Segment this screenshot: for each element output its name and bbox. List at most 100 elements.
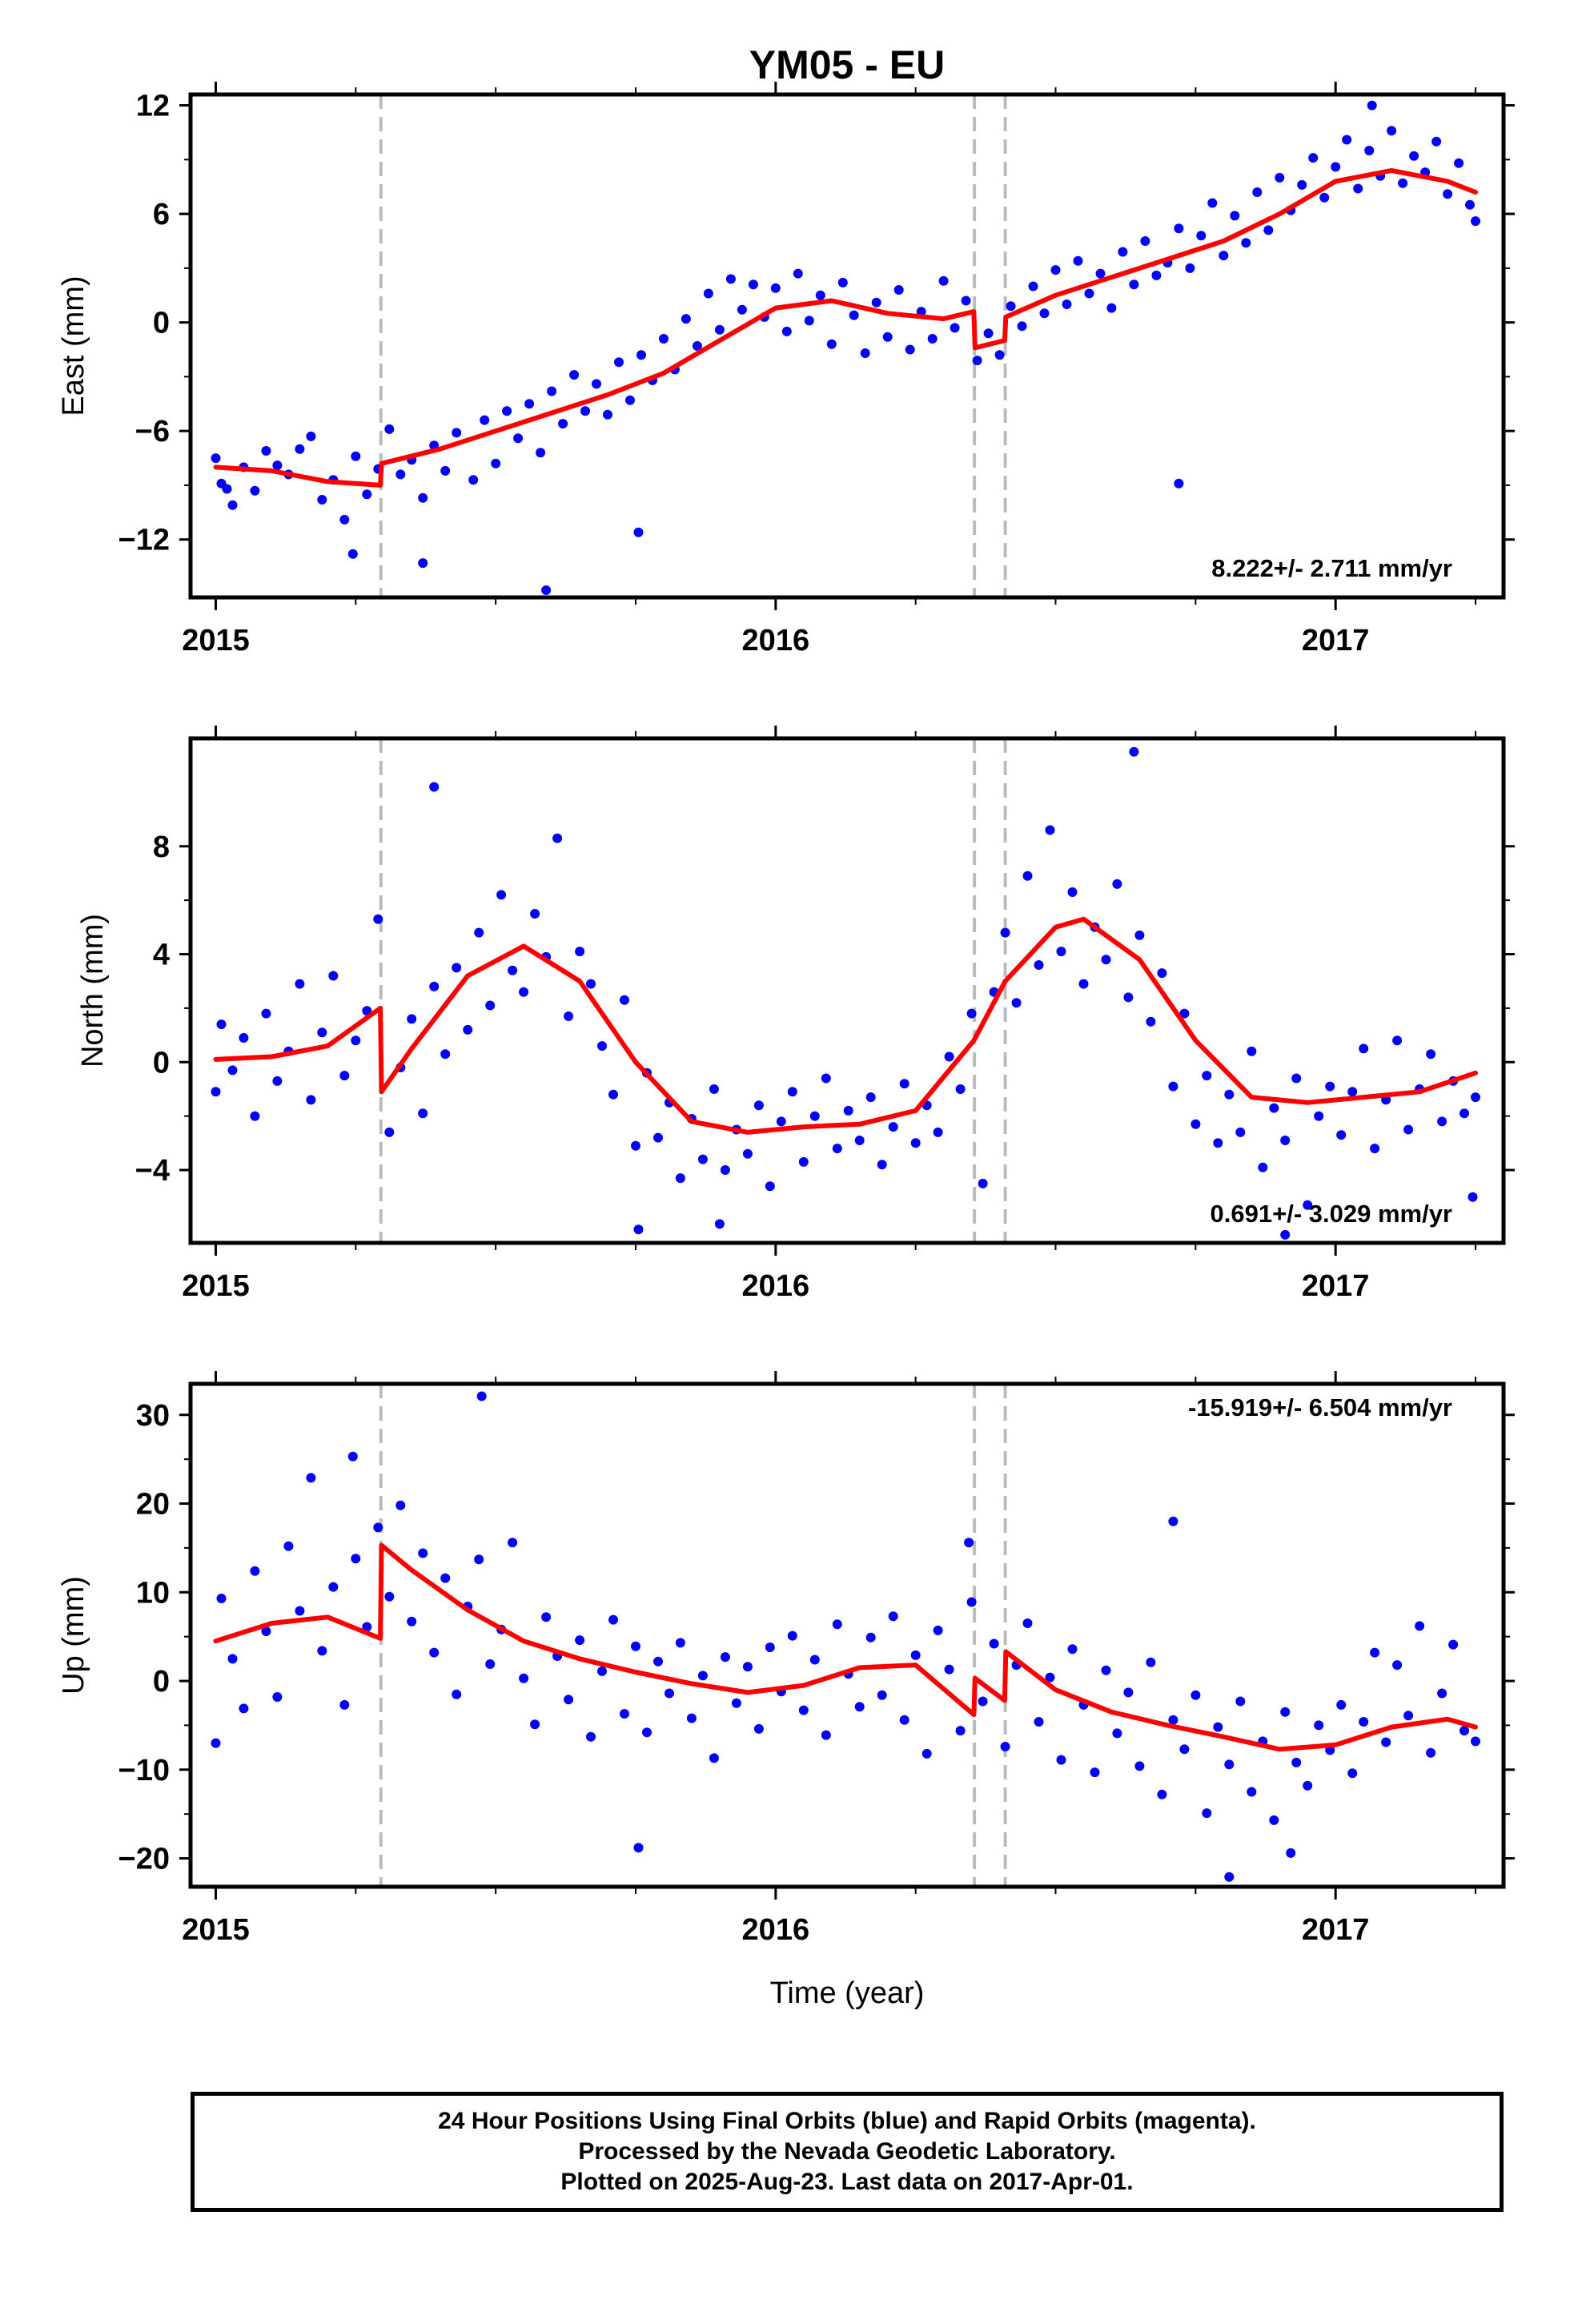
data-point-east-13: [339, 514, 350, 525]
model-line-east: [213, 167, 1478, 488]
data-point-east-5: [250, 485, 260, 496]
data-point-up-80: [1101, 1665, 1111, 1675]
data-point-north-117: [714, 1219, 725, 1229]
data-point-north-80: [1101, 955, 1111, 965]
data-point-east-73: [1017, 321, 1027, 332]
data-point-east-17: [384, 424, 395, 434]
x-tick-label-up-1: 2016: [742, 1913, 810, 1947]
y-axis-label-east: East (mm): [57, 275, 90, 416]
data-point-east-2: [222, 484, 232, 494]
data-point-north-31: [552, 833, 563, 843]
data-point-east-30: [536, 448, 546, 458]
data-point-east-79: [1084, 288, 1094, 299]
x-tick-label-north-0: 2015: [182, 1269, 250, 1303]
data-point-up-76: [1056, 1755, 1066, 1765]
model-line-north: [213, 916, 1478, 1135]
data-point-east-87: [1174, 223, 1184, 234]
data-point-east-47: [725, 274, 736, 284]
data-point-east-35: [592, 379, 601, 389]
data-point-north-104: [1370, 1144, 1380, 1154]
data-point-north-75: [1045, 825, 1055, 835]
panels-group: −12 −6 0 6 12 2015 2016 2017 East (mm) 8.222+/- 2…: [57, 82, 1515, 1947]
data-point-up-99: [1314, 1720, 1324, 1731]
data-point-east-52: [781, 326, 792, 336]
data-point-north-8: [295, 979, 305, 989]
data-point-up-114: [476, 1391, 487, 1401]
data-point-north-62: [899, 1079, 909, 1089]
data-point-up-73: [1022, 1618, 1033, 1628]
data-point-up-6: [272, 1692, 283, 1702]
data-point-east-58: [849, 310, 859, 320]
data-point-north-2: [227, 1065, 238, 1076]
plot-frame-north: [188, 736, 1506, 1245]
data-point-east-44: [692, 341, 702, 351]
data-point-east-65: [927, 334, 938, 344]
data-point-north-25: [485, 1000, 496, 1011]
data-point-east-63: [905, 344, 915, 355]
data-point-east-3: [227, 500, 238, 510]
data-point-up-35: [597, 1666, 607, 1676]
data-point-east-49: [748, 279, 758, 290]
data-point-east-72: [1006, 301, 1016, 312]
data-point-east-24: [468, 475, 479, 485]
data-point-north-22: [452, 963, 462, 973]
data-point-north-49: [753, 1100, 764, 1111]
data-point-east-104: [1364, 146, 1375, 155]
data-point-north-85: [1157, 968, 1167, 979]
data-point-east-120: [1367, 100, 1377, 111]
data-point-up-30: [541, 1612, 552, 1622]
data-point-east-90: [1207, 198, 1218, 208]
data-point-east-61: [882, 332, 893, 342]
data-point-north-5: [261, 1008, 271, 1019]
data-point-north-40: [653, 1132, 663, 1143]
data-point-east-31: [547, 386, 557, 396]
data-point-north-51: [776, 1116, 786, 1127]
data-point-up-39: [642, 1727, 652, 1738]
data-point-north-95: [1269, 1103, 1279, 1113]
data-point-east-0: [211, 453, 221, 464]
data-point-north-52: [787, 1087, 797, 1097]
data-point-up-43: [686, 1713, 697, 1723]
data-point-north-23: [463, 1024, 473, 1035]
x-axis-label: Time (year): [770, 1976, 925, 2010]
data-point-east-82: [1118, 247, 1128, 257]
data-point-east-85: [1151, 270, 1162, 280]
data-point-east-76: [1050, 265, 1061, 275]
data-point-north-100: [1325, 1081, 1335, 1092]
y-tick-label-north-2: 4: [153, 939, 170, 972]
data-point-up-36: [608, 1614, 618, 1625]
data-point-east-57: [837, 277, 848, 287]
data-point-up-118: [1168, 1516, 1178, 1526]
data-point-east-68: [961, 296, 971, 306]
data-point-east-107: [1398, 178, 1408, 188]
data-point-up-8: [295, 1606, 305, 1616]
data-point-east-78: [1073, 255, 1083, 266]
data-point-east-89: [1196, 231, 1207, 241]
data-point-north-113: [1471, 1092, 1480, 1103]
data-point-up-38: [631, 1641, 640, 1651]
data-point-east-113: [1465, 199, 1475, 210]
data-point-north-10: [317, 1027, 327, 1038]
data-point-up-104: [1370, 1647, 1380, 1658]
data-point-north-67: [955, 1084, 966, 1094]
data-point-east-26: [491, 458, 501, 468]
data-point-north-63: [910, 1138, 921, 1148]
data-point-up-45: [709, 1753, 719, 1763]
y-tick-label-up-0: −20: [118, 1843, 170, 1876]
data-point-east-60: [871, 297, 881, 308]
x-tick-label-up-0: 2015: [182, 1913, 250, 1947]
points-east: [211, 100, 1480, 595]
data-point-north-46: [720, 1165, 730, 1175]
data-point-up-89: [1202, 1808, 1212, 1819]
data-point-up-19: [418, 1548, 428, 1558]
y-tick-label-east-1: −6: [135, 415, 170, 448]
data-point-up-14: [362, 1622, 372, 1632]
data-point-east-95: [1263, 225, 1274, 235]
chart-title: YM05 - EU: [749, 42, 946, 87]
data-point-up-25: [485, 1659, 496, 1669]
data-point-east-34: [580, 406, 590, 416]
data-point-up-27: [508, 1538, 518, 1548]
data-point-north-35: [597, 1041, 607, 1051]
data-point-up-64: [921, 1748, 932, 1759]
